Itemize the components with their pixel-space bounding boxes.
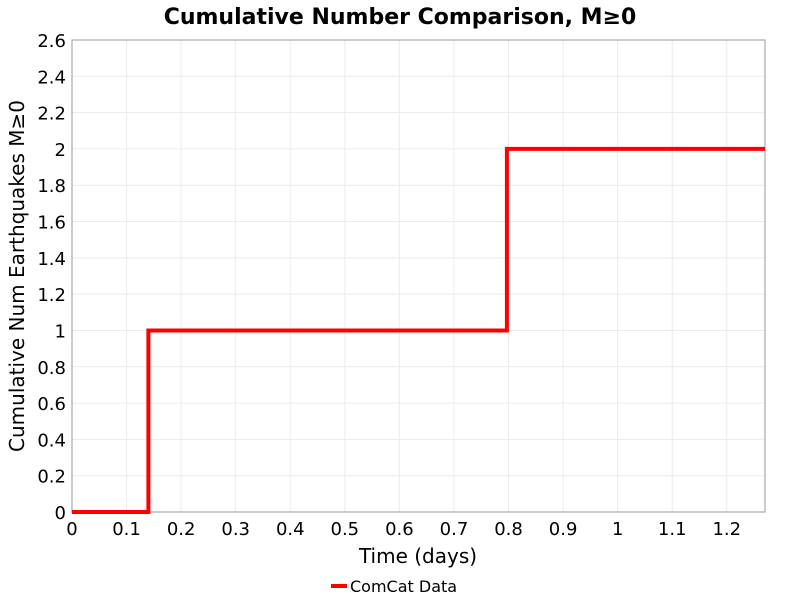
x-tick-label: 0: [66, 519, 77, 540]
x-tick-label: 0.4: [276, 519, 305, 540]
x-tick-label: 0.6: [385, 519, 414, 540]
x-tick-label: 0.2: [167, 519, 196, 540]
x-tick-label: 0.5: [331, 519, 360, 540]
y-tick-label: 1.2: [37, 285, 66, 306]
x-tick-label: 0.1: [112, 519, 141, 540]
plot-area: [71, 39, 766, 513]
x-tick-label: 0.3: [221, 519, 250, 540]
x-tick-label: 1: [612, 519, 623, 540]
chart-title: Cumulative Number Comparison, M≥0: [164, 5, 637, 30]
y-tick-label: 2.4: [37, 67, 66, 88]
y-tick-label: 1.4: [37, 249, 66, 270]
y-tick-label: 2.2: [37, 104, 66, 125]
series-line-comcat-data: [72, 146, 765, 514]
x-tick-label: 0.7: [440, 519, 469, 540]
y-axis-label: Cumulative Num Earthquakes M≥0: [5, 100, 29, 452]
y-tick-label: 0.2: [37, 467, 66, 488]
y-tick-label: 0: [55, 503, 66, 524]
y-tick-label: 1.8: [37, 176, 66, 197]
x-tick-label: 0.8: [494, 519, 523, 540]
y-tick-label: 0.4: [37, 430, 66, 451]
x-tick-label: 1.2: [712, 519, 741, 540]
y-tick-label: 1.6: [37, 213, 66, 234]
y-tick-label: 1: [55, 321, 66, 342]
y-tick-label: 0.6: [37, 394, 66, 415]
y-tick-label: 0.8: [37, 358, 66, 379]
y-tick-label: 2.6: [37, 31, 66, 52]
x-axis-label: Time (days): [358, 544, 477, 568]
y-tick-label: 2: [55, 140, 66, 161]
legend-label: ComCat Data: [350, 577, 457, 596]
x-tick-label: 0.9: [549, 519, 578, 540]
x-tick-label: 1.1: [658, 519, 687, 540]
